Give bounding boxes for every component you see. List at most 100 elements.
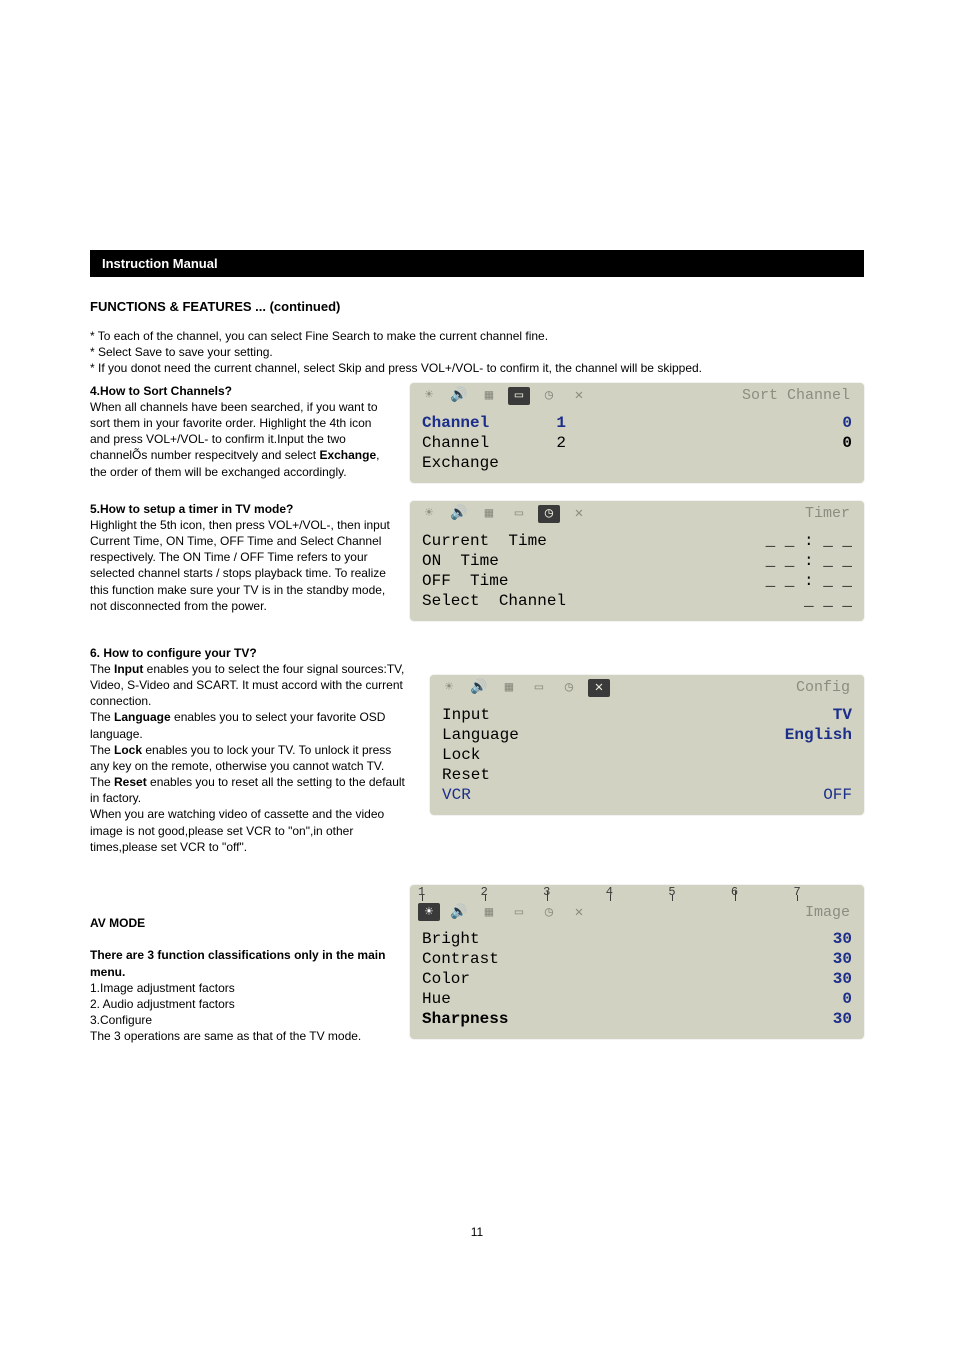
ruler-tick: 7 (793, 885, 856, 899)
osd-row: ON Time_ _ : _ _ (422, 551, 852, 571)
config-osd: ☀ 🔊 ▦ ▭ ◷ ✕ Config Input TV Language Engli… (430, 675, 864, 815)
osd-tabbar: ☀ 🔊 ▦ ▭ ◷ ✕ Config (430, 675, 864, 699)
av-subheading: There are 3 function classifications onl… (90, 948, 385, 978)
osd-row: Hue 0 (422, 989, 852, 1009)
screen-icon: ▭ (508, 903, 530, 921)
manual-header: Instruction Manual (90, 250, 864, 277)
screen-icon: ▭ (528, 679, 550, 697)
osd-title: Sort Channel (742, 387, 856, 404)
osd-value: 30 (833, 1010, 852, 1028)
osd-row: Channel 20 (422, 433, 852, 453)
osd-label: Exchange (422, 454, 499, 472)
clock-icon: ◷ (538, 505, 560, 523)
config-input-line: The Input enables you to select the four… (90, 662, 404, 708)
osd-tabbar: ☀ 🔊 ▦ ▭ ◷ ✕ Sort Channel (410, 383, 864, 407)
page: Instruction Manual FUNCTIONS & FEATURES … (0, 0, 954, 1279)
grid-icon: ▦ (498, 679, 520, 697)
osd-label: Channel 2 (422, 434, 566, 452)
sort-heading: 4.How to Sort Channels? (90, 384, 232, 398)
osd-tabbar: ☀ 🔊 ▦ ▭ ◷ ✕ Timer (410, 501, 864, 525)
intro-line: * Select Save to save your setting. (90, 344, 864, 360)
av-section: AV MODE There are 3 function classificat… (90, 885, 864, 1045)
page-number: 11 (90, 1225, 864, 1239)
osd-label: Current Time (422, 532, 547, 550)
sound-icon: 🔊 (448, 505, 470, 523)
osd-label: OFF Time (422, 572, 508, 590)
osd-label: Color (422, 970, 470, 988)
ruler-tick: 2 (481, 885, 544, 899)
sort-osd-wrap: ☀ 🔊 ▦ ▭ ◷ ✕ Sort Channel Channel 10 Chan… (410, 383, 864, 483)
sound-icon: 🔊 (448, 387, 470, 405)
timer-osd-wrap: ☀ 🔊 ▦ ▭ ◷ ✕ Timer Current Time_ _ : _ _ … (410, 501, 864, 621)
osd-value: OFF (823, 786, 852, 804)
timer-text: 5.How to setup a timer in TV mode? Highl… (90, 501, 390, 614)
brightness-icon: ☀ (418, 387, 440, 405)
clock-icon: ◷ (558, 679, 580, 697)
osd-value: _ _ _ (804, 592, 852, 610)
osd-row: Current Time_ _ : _ _ (422, 531, 852, 551)
osd-tabbar: ☀ 🔊 ▦ ▭ ◷ ✕ Image (410, 899, 864, 923)
osd-body: Channel 10 Channel 20 Exchange (410, 407, 864, 483)
av-line: 1.Image adjustment factors (90, 981, 235, 995)
grid-icon: ▦ (478, 387, 500, 405)
av-line: 2. Audio adjustment factors (90, 997, 235, 1011)
osd-label: Contrast (422, 950, 499, 968)
config-vcr-line: When you are watching video of cassette … (90, 807, 384, 853)
osd-row: Select Channel _ _ _ (422, 591, 852, 611)
osd-row: Exchange (422, 453, 852, 473)
osd-row: Contrast30 (422, 949, 852, 969)
tools-icon: ✕ (588, 679, 610, 697)
timer-osd: ☀ 🔊 ▦ ▭ ◷ ✕ Timer Current Time_ _ : _ _ … (410, 501, 864, 621)
sound-icon: 🔊 (448, 903, 470, 921)
osd-label: VCR (442, 786, 471, 804)
av-line: The 3 operations are same as that of the… (90, 1029, 361, 1043)
brightness-icon: ☀ (418, 903, 440, 921)
osd-body: InputTV LanguageEnglish Lock Reset VCROF… (430, 699, 864, 815)
osd-value: _ _ : _ _ (766, 572, 852, 590)
content-area: Instruction Manual FUNCTIONS & FEATURES … (0, 0, 954, 1239)
sound-icon: 🔊 (468, 679, 490, 697)
osd-value: 30 (833, 970, 852, 988)
osd-row: OFF Time _ _ : _ _ (422, 571, 852, 591)
osd-value: TV (833, 706, 852, 724)
timer-heading: 5.How to setup a timer in TV mode? (90, 502, 293, 516)
grid-icon: ▦ (478, 903, 500, 921)
osd-label: Sharpness (422, 1010, 508, 1028)
config-lang-line: The Language enables you to select your … (90, 710, 385, 740)
tools-icon: ✕ (568, 387, 590, 405)
section-heading: FUNCTIONS & FEATURES ... (continued) (90, 299, 864, 314)
av-osd-wrap: 1 2 3 4 5 6 7 ☀ 🔊 ▦ ▭ ◷ ✕ (410, 885, 864, 1039)
timer-section: 5.How to setup a timer in TV mode? Highl… (90, 501, 864, 621)
osd-row: Reset (442, 765, 852, 785)
osd-label: Select Channel (422, 592, 566, 610)
osd-title: Timer (805, 505, 856, 522)
intro-text: * To each of the channel, you can select… (90, 328, 864, 377)
osd-value: _ _ : _ _ (766, 552, 852, 570)
osd-label: Hue (422, 990, 451, 1008)
brightness-icon: ☀ (418, 505, 440, 523)
config-heading: 6. How to configure your TV? (90, 646, 257, 660)
osd-label: Language (442, 726, 519, 744)
osd-row: Color 30 (422, 969, 852, 989)
osd-title: Config (796, 679, 856, 696)
sort-body: When all channels have been searched, if… (90, 400, 380, 479)
av-heading: AV MODE (90, 916, 145, 930)
ruler-tick: 4 (606, 885, 669, 899)
tools-icon: ✕ (568, 505, 590, 523)
intro-line: * To each of the channel, you can select… (90, 328, 864, 344)
ruler-tick: 1 (418, 885, 481, 899)
osd-label: Channel 1 (422, 414, 566, 432)
osd-row: Language English (442, 725, 852, 745)
ruler-tick: 3 (543, 885, 606, 899)
ruler-tick: 6 (731, 885, 794, 899)
osd-label: Bright (422, 930, 480, 948)
osd-label: Input (442, 706, 490, 724)
screen-icon: ▭ (508, 387, 530, 405)
brightness-icon: ☀ (438, 679, 460, 697)
osd-row: Input TV (442, 705, 852, 725)
osd-body: Current Time_ _ : _ _ ON Time_ _ : _ _ O… (410, 525, 864, 621)
ruler-tick: 5 (668, 885, 731, 899)
osd-value: 0 (842, 990, 852, 1008)
config-text: 6. How to configure your TV? The Input e… (90, 645, 410, 855)
osd-value: English (785, 726, 852, 744)
